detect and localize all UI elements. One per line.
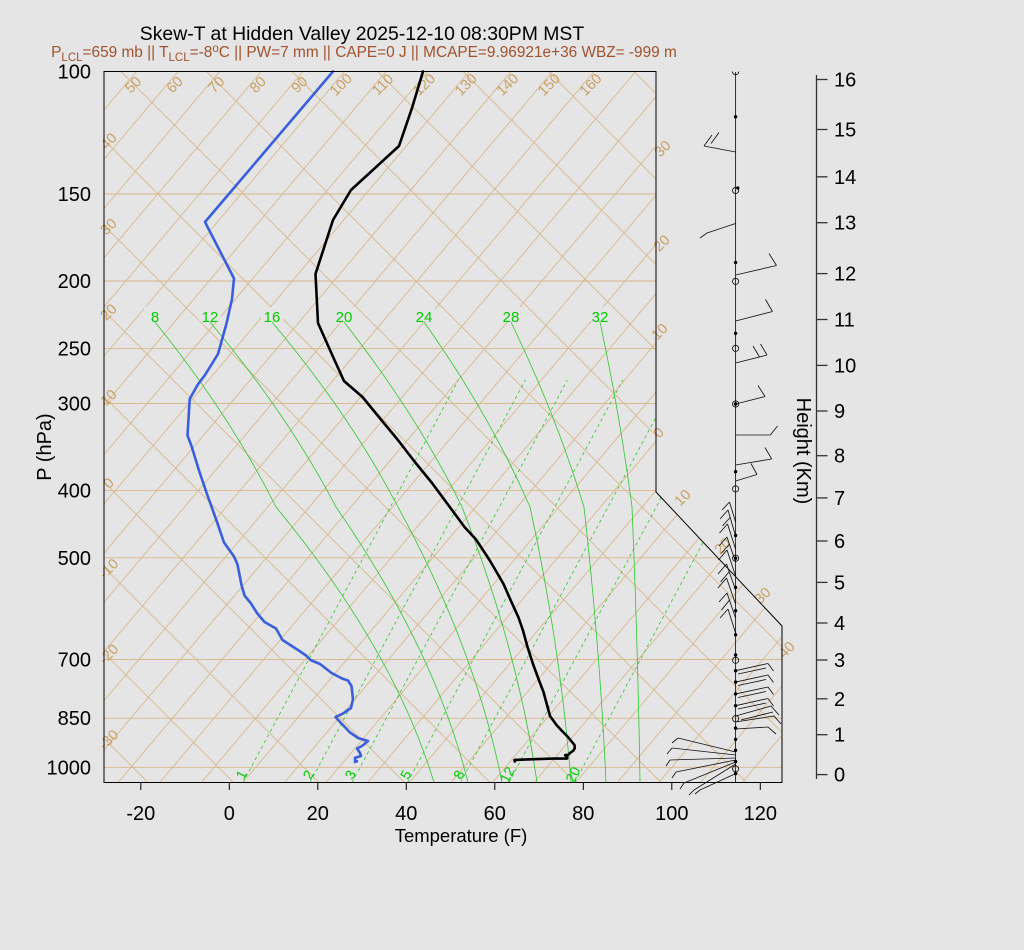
svg-text:Height (Km): Height (Km) [792,398,814,505]
svg-text:0: 0 [834,765,845,787]
svg-text:60: 60 [484,803,506,825]
svg-text:100: 100 [58,62,91,84]
svg-text:0: 0 [224,803,235,825]
svg-text:P (hPa): P (hPa) [34,413,56,480]
svg-text:300: 300 [58,394,91,416]
svg-text:4: 4 [834,613,845,635]
svg-text:28: 28 [503,309,520,326]
svg-text:12: 12 [834,264,856,286]
svg-text:100: 100 [655,803,688,825]
svg-text:2: 2 [834,689,845,711]
svg-text:6: 6 [834,531,845,553]
svg-text:20: 20 [562,764,584,785]
svg-text:11: 11 [834,310,855,332]
svg-text:400: 400 [58,480,91,502]
svg-text:12: 12 [202,309,219,326]
svg-text:700: 700 [58,650,91,672]
svg-text:9: 9 [834,401,845,423]
svg-text:150: 150 [58,184,91,206]
svg-text:PLCL=659 mb || TLCL=-8oC || PW: PLCL=659 mb || TLCL=-8oC || PW=7 mm || C… [51,43,677,64]
svg-text:200: 200 [58,271,91,293]
svg-text:80: 80 [572,803,594,825]
svg-text:12: 12 [496,764,518,785]
svg-text:3: 3 [834,650,845,672]
svg-text:8: 8 [151,309,159,326]
svg-text:24: 24 [416,309,433,326]
svg-text:10: 10 [834,355,856,377]
svg-text:8: 8 [834,446,845,468]
svg-text:1000: 1000 [47,757,92,779]
svg-text:500: 500 [58,548,91,570]
svg-text:1: 1 [834,725,845,747]
svg-text:Temperature (F): Temperature (F) [395,825,528,846]
svg-text:15: 15 [834,120,856,142]
svg-text:7: 7 [834,488,845,510]
svg-text:20: 20 [307,803,329,825]
svg-text:13: 13 [834,213,856,235]
svg-text:850: 850 [58,708,91,730]
svg-text:16: 16 [264,309,281,326]
svg-text:32: 32 [592,309,609,326]
svg-text:20: 20 [336,309,353,326]
svg-text:5: 5 [834,572,845,594]
svg-text:250: 250 [58,338,91,360]
svg-text:120: 120 [744,803,777,825]
svg-text:Skew-T at Hidden Valley 2025-1: Skew-T at Hidden Valley 2025-12-10 08:30… [140,23,585,45]
svg-text:40: 40 [395,803,417,825]
svg-text:14: 14 [834,167,856,189]
svg-text:16: 16 [834,70,856,92]
svg-text:-20: -20 [126,803,155,825]
